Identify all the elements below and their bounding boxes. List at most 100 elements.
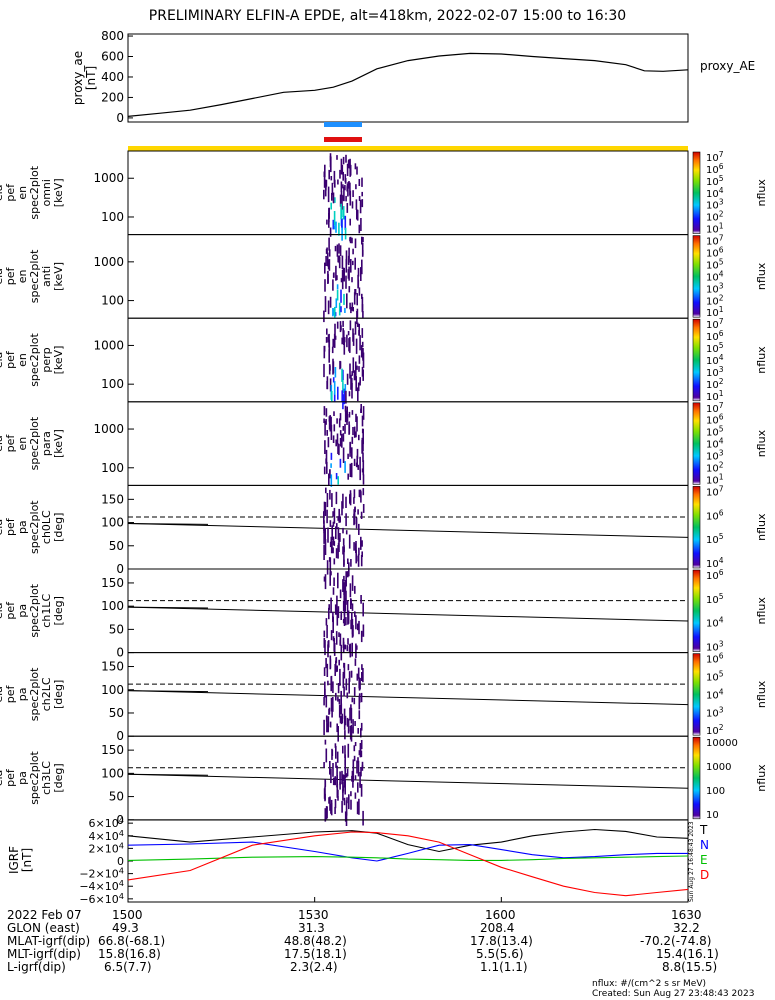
colorbar-5: [692, 569, 701, 652]
spec-data-streak: [353, 292, 356, 305]
spec-data-streak: [352, 248, 354, 255]
spec-data-streak: [354, 238, 357, 249]
spec-data-streak: [332, 435, 335, 443]
spec-data-streak: [346, 334, 348, 348]
spec-data-streak: [360, 784, 363, 797]
spec-data-streak: [338, 302, 341, 316]
spec-data-streak: [353, 458, 356, 466]
spec-data-streak: [340, 203, 342, 220]
spec-data-streak: [326, 720, 328, 733]
spec-data-streak: [344, 384, 347, 391]
spec-data-streak: [323, 363, 325, 378]
spec-data-streak: [358, 523, 360, 535]
spec-data-streak: [349, 463, 352, 477]
spec-data-streak: [359, 335, 361, 351]
colorbar-tick-label: 101: [706, 305, 724, 319]
ae-ytick-label: 400: [101, 70, 124, 84]
spec-data-streak: [334, 743, 337, 748]
spec-ytick-label: 0: [116, 729, 124, 743]
spec-data-streak: [328, 249, 331, 257]
spec-data-streak: [362, 460, 365, 476]
spec-data-streak: [340, 611, 343, 618]
colorbar-tick-label: 102: [706, 723, 724, 737]
spec-data-streak: [342, 674, 345, 689]
spec-data-streak: [336, 418, 338, 424]
spec-data-streak: [357, 274, 359, 289]
spec-ytick-label: 150: [101, 743, 124, 757]
spec-ytick-label: 50: [109, 706, 124, 720]
colorbar-tick-label: 107: [706, 317, 724, 331]
spec-data-streak: [359, 743, 362, 758]
colorbar-tick-label: 102: [706, 210, 724, 224]
spec-data-streak: [356, 455, 358, 468]
created-note: Created: Sun Aug 27 23:48:43 2023: [592, 989, 755, 999]
spec-data-streak: [338, 704, 341, 718]
igrf-frame: [127, 819, 689, 903]
spec-data-streak: [323, 520, 325, 531]
ae-legend: proxy_AE: [700, 59, 755, 73]
spec-ytick-label: 100: [101, 461, 124, 475]
footer-col0-mlat: 66.8(-68.1): [98, 934, 166, 948]
spec-data-streak: [338, 443, 340, 456]
spec-data-streak: [361, 428, 364, 434]
spec-data-streak: [341, 390, 343, 403]
spec-data-streak: [328, 557, 331, 562]
spec-data-streak: [349, 441, 352, 454]
spec-data-streak: [323, 696, 325, 706]
spec-data-streak: [344, 754, 346, 766]
spec-data-streak: [355, 338, 358, 354]
ae-ytick-label: 800: [101, 29, 124, 43]
spec-data-streak: [354, 611, 356, 617]
spec-data-streak: [343, 662, 345, 668]
spec-data-streak: [331, 750, 334, 756]
colorbar-tick-label: 105: [706, 670, 724, 684]
spec-data-streak: [351, 624, 354, 638]
spec-data-streak: [337, 606, 340, 619]
spec-data-streak: [337, 726, 339, 742]
spec-data-streak: [328, 169, 330, 180]
igrf-legend-T: T: [699, 823, 708, 837]
spec-data-streak: [345, 258, 348, 273]
spec-data-streak: [360, 555, 363, 567]
spec-data-streak: [332, 192, 335, 204]
spec-ytick-label: 100: [101, 599, 124, 613]
colorbar-tick-label: 103: [706, 640, 724, 654]
spec-data-streak: [325, 695, 328, 708]
spec-data-streak: [325, 806, 328, 820]
footer-col3-time: 1630: [671, 908, 702, 922]
igrf-legend-N: N: [700, 838, 709, 852]
spec-data-streak: [362, 474, 365, 485]
spec-data-streak: [329, 541, 332, 548]
spec-data-streak: [332, 617, 334, 633]
spec-data-streak: [353, 542, 355, 551]
spec-data-streak: [357, 509, 359, 515]
spec-data-streak: [325, 748, 328, 763]
spec-data-streak: [345, 275, 347, 289]
spec-data-streak: [326, 624, 328, 639]
spec-data-streak: [362, 504, 365, 513]
spec-ytick-label: 50: [109, 622, 124, 636]
spec-data-streak: [336, 321, 339, 329]
spec-data-streak: [357, 267, 360, 277]
spec-data-streak: [337, 386, 339, 400]
spec-data-streak: [342, 184, 344, 189]
spec-data-streak: [324, 440, 326, 454]
spec-data-streak: [332, 681, 334, 693]
ae-line: [127, 52, 689, 117]
spec-data-streak: [339, 194, 342, 207]
spec-data-streak: [325, 458, 327, 464]
spec-data-streak: [344, 766, 346, 779]
spec-data-streak: [333, 381, 336, 395]
spec-data-streak: [327, 186, 330, 203]
spec-data-streak: [358, 224, 361, 234]
loss-cone-line-start: [127, 522, 209, 525]
spec-data-streak: [324, 739, 327, 745]
spec-data-streak: [350, 726, 353, 742]
loss-cone-line-start: [127, 690, 209, 693]
spec-data-streak: [359, 380, 361, 386]
spec-data-streak: [353, 426, 356, 438]
spec-data-streak: [360, 536, 362, 550]
igrf-ytick-label: −6×104: [79, 891, 124, 906]
spec-data-streak: [334, 664, 336, 676]
spec-data-streak: [331, 541, 333, 548]
